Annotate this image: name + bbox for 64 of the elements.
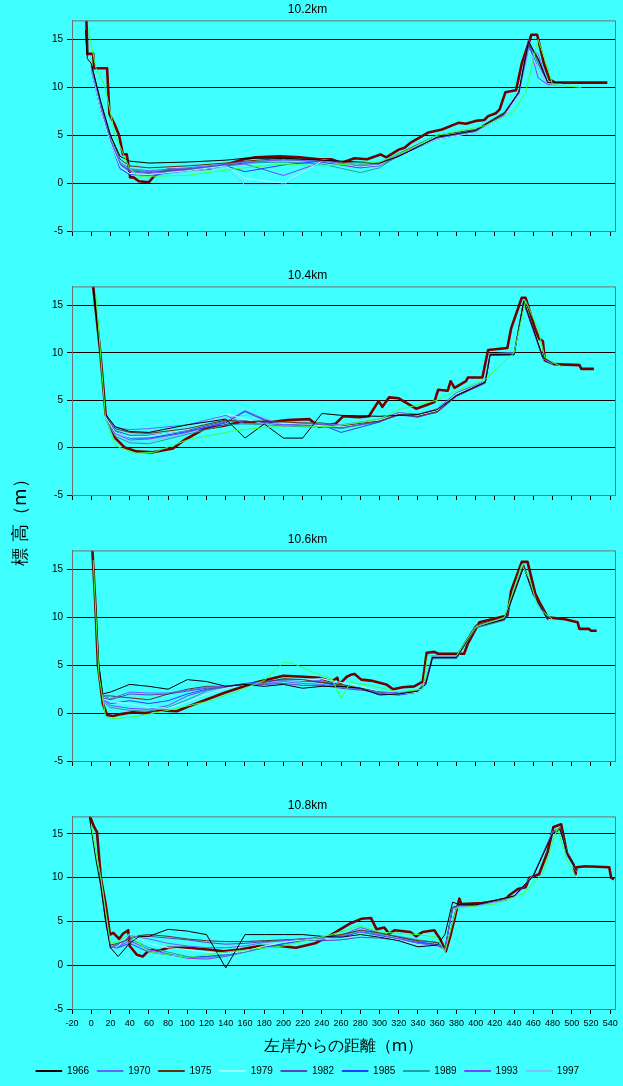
x-tick-label: 160 bbox=[237, 1017, 253, 1028]
y-tick-label: 15 bbox=[51, 299, 64, 311]
x-tick-label: 100 bbox=[179, 1017, 195, 1028]
chart-title: 10.6km bbox=[287, 531, 328, 546]
y-tick-label: 5 bbox=[57, 129, 64, 141]
legend-label: 1989 bbox=[434, 1064, 458, 1076]
x-tick-label: 480 bbox=[545, 1017, 561, 1028]
legend-label: 1993 bbox=[495, 1064, 519, 1076]
x-tick-label: 380 bbox=[448, 1017, 464, 1028]
y-tick-label: -5 bbox=[54, 224, 64, 236]
x-axis-title: 左岸からの距離（m） bbox=[263, 1035, 424, 1055]
x-tick-label: 420 bbox=[487, 1017, 503, 1028]
x-tick-label: 340 bbox=[410, 1017, 426, 1028]
legend-label: 1970 bbox=[128, 1064, 151, 1076]
y-tick-label: 10 bbox=[51, 346, 64, 358]
x-tick-label: 500 bbox=[564, 1017, 580, 1028]
x-tick-label: 80 bbox=[163, 1017, 174, 1028]
y-tick-label: 10 bbox=[51, 81, 64, 93]
legend-label: 1997 bbox=[556, 1064, 580, 1076]
x-tick-label: 120 bbox=[199, 1017, 215, 1028]
x-tick-label: 460 bbox=[525, 1017, 541, 1028]
y-tick-label: 15 bbox=[51, 827, 64, 839]
x-tick-label: 320 bbox=[391, 1017, 407, 1028]
x-tick-label: 520 bbox=[583, 1017, 599, 1028]
x-tick-label: 220 bbox=[295, 1017, 311, 1028]
legend-label: 1966 bbox=[66, 1064, 90, 1076]
y-tick-label: 10 bbox=[51, 871, 64, 883]
x-tick-label: 140 bbox=[218, 1017, 234, 1028]
y-tick-label: 10 bbox=[51, 611, 64, 623]
x-tick-label: 200 bbox=[275, 1017, 291, 1028]
y-tick-label: 5 bbox=[57, 393, 64, 405]
x-tick-label: 20 bbox=[105, 1017, 116, 1028]
x-tick-label: 260 bbox=[333, 1017, 349, 1028]
chart-title: 10.8km bbox=[287, 797, 328, 812]
x-tick-label: 0 bbox=[88, 1017, 94, 1028]
x-tick-label: 280 bbox=[352, 1017, 368, 1028]
y-tick-label: -5 bbox=[54, 754, 64, 766]
x-tick-label: 40 bbox=[124, 1017, 135, 1028]
y-tick-label: 5 bbox=[57, 915, 64, 927]
x-tick-label: 60 bbox=[143, 1017, 154, 1028]
x-tick-label: 440 bbox=[506, 1017, 522, 1028]
y-tick-label: 0 bbox=[57, 441, 64, 453]
x-tick-label: 240 bbox=[314, 1017, 330, 1028]
y-tick-label: 0 bbox=[57, 958, 64, 970]
y-tick-label: -5 bbox=[54, 488, 64, 500]
x-tick-label: -20 bbox=[65, 1017, 79, 1028]
x-tick-label: 540 bbox=[602, 1017, 618, 1028]
legend-label: 1982 bbox=[311, 1064, 335, 1076]
chart-title: 10.2km bbox=[287, 1, 328, 16]
y-tick-label: 0 bbox=[57, 706, 64, 718]
y-tick-label: 15 bbox=[51, 563, 64, 575]
y-axis-title: 標 高（m） bbox=[8, 469, 31, 568]
legend-label: 1985 bbox=[373, 1064, 396, 1076]
chart-title: 10.4km bbox=[287, 267, 328, 282]
x-tick-label: 180 bbox=[256, 1017, 272, 1028]
y-tick-label: 15 bbox=[51, 33, 64, 45]
y-tick-label: 0 bbox=[57, 176, 64, 188]
legend-label: 1979 bbox=[250, 1064, 274, 1076]
x-tick-label: 360 bbox=[429, 1017, 445, 1028]
x-tick-label: 300 bbox=[372, 1017, 388, 1028]
legend-label: 1975 bbox=[189, 1064, 213, 1076]
y-tick-label: -5 bbox=[54, 1002, 64, 1014]
x-tick-label: 400 bbox=[468, 1017, 484, 1028]
y-tick-label: 5 bbox=[57, 659, 64, 671]
